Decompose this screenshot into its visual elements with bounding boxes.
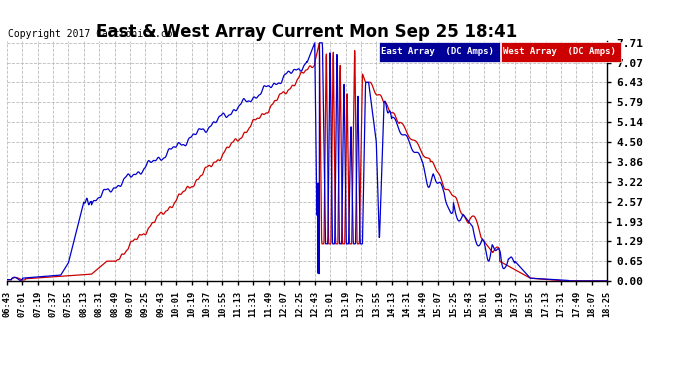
Text: East Array  (DC Amps): East Array (DC Amps)	[381, 48, 494, 57]
Text: West Array  (DC Amps): West Array (DC Amps)	[502, 48, 615, 57]
Text: Copyright 2017 Cartronics.com: Copyright 2017 Cartronics.com	[8, 29, 179, 39]
Title: East & West Array Current Mon Sep 25 18:41: East & West Array Current Mon Sep 25 18:…	[97, 23, 518, 41]
